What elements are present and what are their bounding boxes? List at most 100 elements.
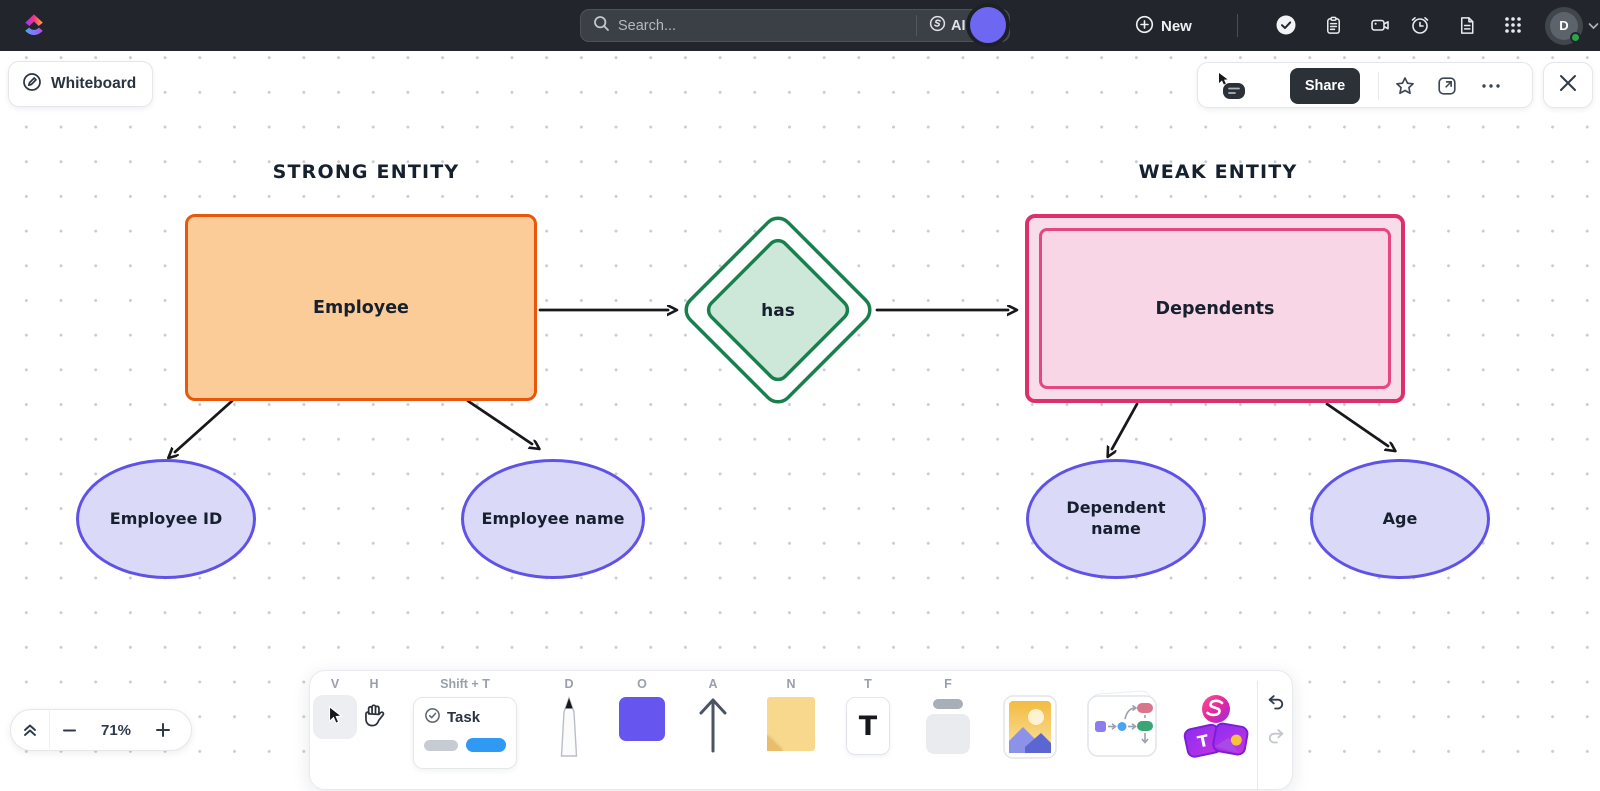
shortcut-shape: O [637, 677, 647, 691]
topbar: AI New D [0, 0, 1600, 51]
double-chevron-up-icon [24, 724, 36, 736]
tool-ai-stickers[interactable]: T [1178, 677, 1250, 764]
tool-note[interactable]: N [767, 677, 815, 751]
tool-shape[interactable]: O [619, 677, 665, 741]
whiteboard-view-tab[interactable]: Whiteboard [8, 61, 154, 107]
attribute-dependent-name[interactable]: Dependent name [1026, 459, 1206, 579]
clips-video-button[interactable] [1366, 11, 1394, 39]
shortcut-text: T [864, 677, 872, 691]
comment-cursor-icon[interactable] [1211, 71, 1245, 108]
whiteboard-label: Whiteboard [51, 75, 137, 92]
reminders-alarm-button[interactable] [1406, 11, 1434, 39]
strong-entity-heading[interactable]: STRONG ENTITY [272, 161, 460, 183]
arrow-employee-to-name [466, 399, 532, 444]
cursor-icon [324, 704, 346, 731]
image-tool-icon [1003, 695, 1057, 764]
avatar-ring: D [1545, 6, 1583, 45]
relationship-label[interactable]: has [761, 301, 795, 321]
attribute-employee-name[interactable]: Employee name [461, 459, 645, 579]
search-divider [916, 15, 917, 36]
whiteboard-canvas[interactable]: STRONG ENTITY WEAK ENTITY Employee has D… [0, 51, 1600, 757]
employee-label: Employee [313, 297, 409, 318]
ai-button[interactable]: AI [929, 10, 966, 41]
zoom-divider [49, 709, 50, 751]
topbar-divider [1237, 14, 1238, 37]
expand-icon[interactable] [1435, 74, 1459, 98]
ai-assistant-bubble[interactable] [966, 3, 1010, 47]
toolbar-divider [1257, 681, 1258, 791]
minus-icon [62, 729, 76, 731]
task-pill-blue [465, 738, 506, 752]
task-check-icon [424, 707, 441, 728]
arrow-dependents-to-name [1112, 402, 1139, 449]
online-status-dot [1570, 31, 1581, 43]
more-options-icon[interactable] [1479, 74, 1503, 98]
whiteboard-pen-icon [22, 72, 42, 97]
new-label: New [1161, 17, 1192, 35]
attribute-age-label: Age [1382, 508, 1418, 528]
tools-toolbar: V H Shift + T Task [309, 670, 1293, 791]
redo-button[interactable] [1261, 721, 1291, 751]
text-tool-icon: T [846, 697, 890, 755]
redo-icon [1268, 729, 1284, 744]
arrow-employee-to-id [175, 399, 234, 452]
user-menu[interactable]: D [1545, 6, 1599, 45]
arrow-icon [695, 695, 731, 758]
shape-icon [619, 697, 665, 741]
shortcut-hand: H [369, 677, 379, 691]
search-bar[interactable]: AI [580, 9, 1010, 42]
attribute-employee-id-label: Employee ID [109, 508, 223, 528]
task-card: Task [413, 697, 517, 769]
tool-image[interactable] [1003, 677, 1057, 764]
undo-icon [1268, 695, 1284, 710]
zoom-controls: 71% [10, 709, 192, 751]
tool-pen[interactable]: D [545, 677, 593, 763]
tool-text[interactable]: T T [846, 677, 890, 755]
search-input[interactable] [618, 17, 868, 34]
share-button[interactable]: Share [1290, 68, 1360, 104]
weak-entity-heading[interactable]: WEAK ENTITY [1138, 161, 1298, 183]
shortcut-task: Shift + T [440, 677, 490, 691]
shortcut-select: V [330, 677, 340, 691]
plus-circle-icon [1135, 15, 1154, 38]
dependents-entity[interactable]: Dependents [1025, 214, 1405, 403]
zoom-in-button[interactable] [144, 709, 182, 751]
shortcut-pen: D [564, 677, 574, 691]
frame-rect-icon [926, 714, 970, 754]
search-icon [593, 15, 610, 37]
panel-divider [1378, 72, 1379, 100]
tool-templates[interactable] [1086, 677, 1158, 762]
shortcut-arrow: A [708, 677, 718, 691]
tool-arrow[interactable]: A [693, 677, 733, 758]
select-tool-active-bg [313, 695, 357, 739]
chevron-down-icon [1588, 17, 1599, 35]
attribute-employee-id[interactable]: Employee ID [76, 459, 256, 579]
sticky-note-icon [767, 697, 815, 751]
clickup-logo[interactable] [20, 10, 48, 46]
close-button[interactable] [1543, 62, 1593, 108]
tool-frame[interactable]: F [926, 677, 970, 754]
arrow-dependents-to-age [1325, 402, 1388, 446]
attribute-age[interactable]: Age [1310, 459, 1490, 579]
docs-button[interactable] [1453, 11, 1481, 39]
favorite-star-icon[interactable] [1393, 74, 1417, 98]
notepad-button[interactable] [1319, 11, 1347, 39]
plus-icon [156, 723, 170, 737]
ai-sticker-icon: T [1178, 693, 1250, 764]
todo-check-button[interactable] [1272, 11, 1300, 39]
tool-select[interactable]: V [311, 677, 359, 739]
zoom-level[interactable]: 71% [100, 721, 132, 739]
close-icon [1558, 73, 1578, 98]
zoom-out-button[interactable] [50, 709, 88, 751]
apps-grid-button[interactable] [1499, 11, 1527, 39]
collapse-toolbar-button[interactable] [11, 709, 49, 751]
tool-hand[interactable]: H [350, 677, 398, 736]
undo-button[interactable] [1261, 687, 1291, 717]
task-card-label: Task [447, 709, 481, 726]
svg-text:T: T [1196, 731, 1211, 752]
tool-task[interactable]: Shift + T Task [409, 677, 521, 769]
new-button[interactable]: New [1135, 12, 1192, 40]
employee-entity[interactable]: Employee [185, 214, 537, 401]
attribute-dependent-name-label: Dependent name [1066, 498, 1166, 538]
templates-flowchart-icon [1087, 689, 1157, 762]
